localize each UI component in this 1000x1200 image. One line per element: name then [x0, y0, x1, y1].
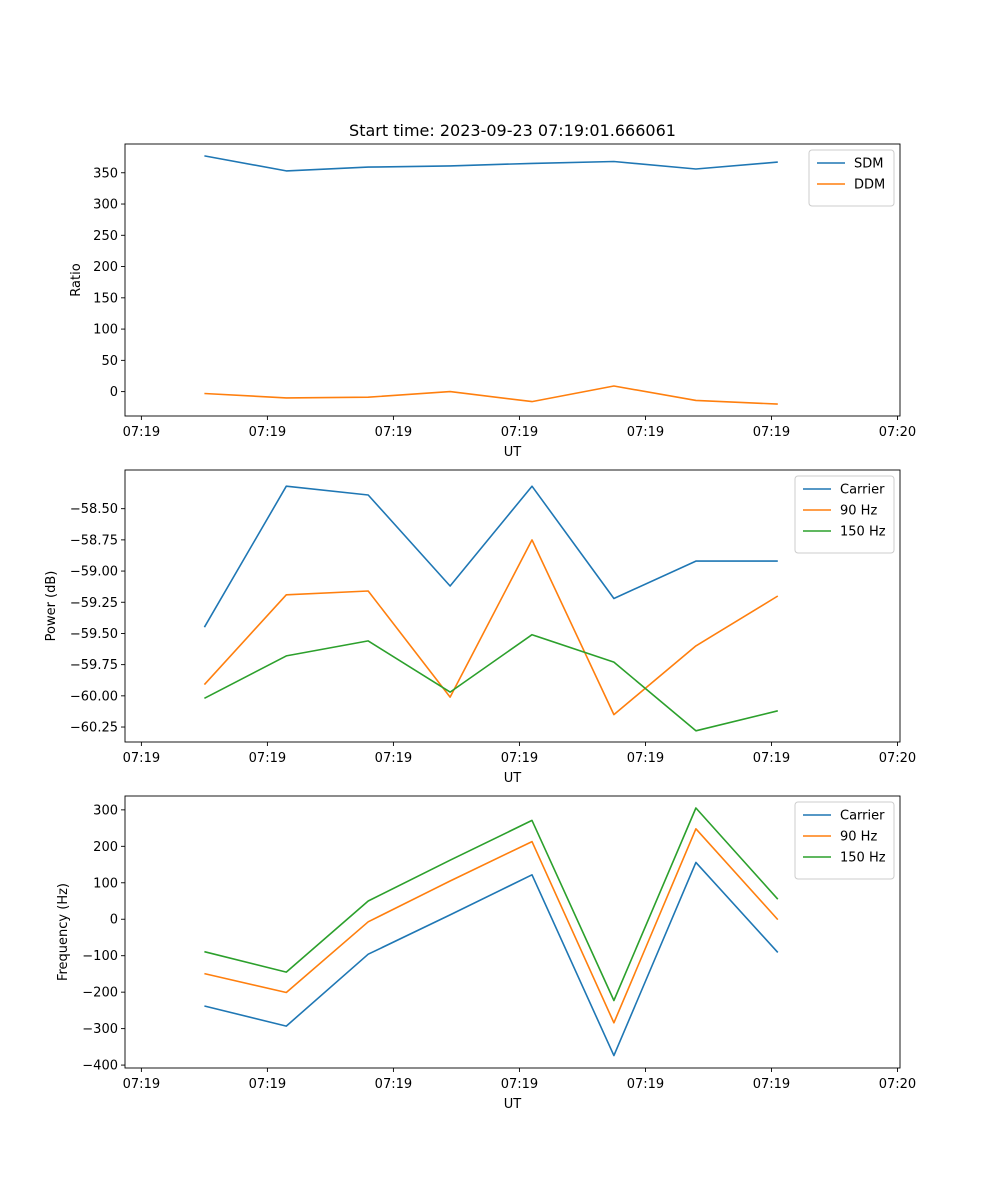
y-tick-label: −60.25 — [70, 721, 118, 736]
x-tick-label: 07:19 — [249, 425, 286, 440]
series-line-sdm — [204, 155, 778, 172]
series-line-ddm — [204, 385, 778, 405]
x-tick-label: 07:20 — [879, 425, 916, 440]
y-tick-label: 150 — [93, 291, 118, 306]
x-tick-label: 07:19 — [753, 1077, 790, 1092]
y-tick-label: 0 — [110, 385, 118, 400]
subplot-2: 07:19 07:19 07:19 07:19 07:19 07:19 07:20 −58.5… — [44, 469, 916, 786]
x-axis-label: UT — [504, 771, 522, 786]
y-tick-label: −58.75 — [70, 533, 118, 548]
legend: SDM DDM — [808, 149, 895, 207]
axes-frame — [124, 795, 901, 1069]
x-tick-label: 07:19 — [627, 1077, 664, 1092]
y-tick-label: 350 — [93, 166, 118, 181]
legend: Carrier 90 Hz 150 Hz — [794, 801, 895, 880]
legend-box — [794, 475, 895, 554]
chart-title: Start time: 2023-09-23 07:19:01.666061 — [349, 121, 676, 140]
x-tick-label: 07:19 — [753, 425, 790, 440]
legend-label: DDM — [854, 178, 885, 193]
y-tick-label: 200 — [93, 260, 118, 275]
y-tick-label: −59.75 — [70, 658, 118, 673]
y-tick-label: 0 — [110, 913, 118, 928]
series-group — [204, 807, 779, 1057]
legend-box — [808, 149, 895, 207]
legend-label: Carrier — [840, 809, 885, 824]
series-line-carrier — [204, 861, 779, 1057]
x-tick-label: 07:19 — [501, 425, 538, 440]
axes-frame — [124, 143, 901, 417]
y-tick-label: −59.25 — [70, 596, 118, 611]
legend-label: 150 Hz — [840, 851, 886, 866]
series-line-90-hz — [204, 827, 779, 1024]
x-tick-label: 07:20 — [879, 1077, 916, 1092]
legend-label: 150 Hz — [840, 525, 886, 540]
y-tick-label: −300 — [82, 1022, 118, 1037]
legend-box — [794, 801, 895, 880]
y-tick-label: 300 — [93, 198, 118, 213]
x-tick-label: 07:19 — [375, 1077, 412, 1092]
y-tick-label: 100 — [93, 876, 118, 891]
legend-label: SDM — [854, 157, 883, 172]
x-tick-label: 07:19 — [123, 751, 160, 766]
x-tick-label: 07:19 — [501, 1077, 538, 1092]
x-tick-label: 07:19 — [249, 751, 286, 766]
legend-label: Carrier — [840, 483, 885, 498]
x-tick-label: 07:19 — [375, 751, 412, 766]
y-tick-label: 100 — [93, 323, 118, 338]
x-tick-label: 07:19 — [627, 751, 664, 766]
x-tick-label: 07:19 — [123, 1077, 160, 1092]
x-tick-label: 07:19 — [501, 751, 538, 766]
legend: Carrier 90 Hz 150 Hz — [794, 475, 895, 554]
series-line-150-hz — [204, 807, 779, 1002]
series-group — [204, 155, 778, 405]
y-tick-label: −100 — [82, 949, 118, 964]
x-tick-label: 07:19 — [753, 751, 790, 766]
y-tick-label: −200 — [82, 986, 118, 1001]
x-tick-label: 07:19 — [627, 425, 664, 440]
x-axis-label: UT — [504, 1097, 522, 1112]
series-group — [203, 485, 779, 732]
subplot-1: 07:19 07:19 07:19 07:19 07:19 07:19 07:20 0 50 10… — [69, 121, 916, 460]
x-axis-label: UT — [504, 445, 522, 460]
series-line-90-hz — [203, 539, 779, 716]
legend-label: 90 Hz — [840, 504, 877, 519]
y-tick-label: −58.50 — [70, 502, 118, 517]
y-tick-label: 50 — [101, 354, 118, 369]
y-axis-label: Power (dB) — [44, 571, 59, 642]
legend-label: 90 Hz — [840, 830, 877, 845]
x-tick-label: 07:19 — [249, 1077, 286, 1092]
x-tick-label: 07:19 — [123, 425, 160, 440]
x-tick-label: 07:20 — [879, 751, 916, 766]
y-tick-label: −59.00 — [70, 565, 118, 580]
y-tick-label: 300 — [93, 803, 118, 818]
y-tick-label: −60.00 — [70, 689, 118, 704]
subplot-3: 07:19 07:19 07:19 07:19 07:19 07:19 07:20 −400 −… — [56, 795, 916, 1112]
series-line-carrier — [203, 485, 778, 628]
y-axis-label: Frequency (Hz) — [56, 883, 71, 981]
y-tick-label: 250 — [93, 229, 118, 244]
series-line-150-hz — [204, 633, 778, 732]
axes-frame — [124, 469, 901, 743]
y-tick-label: −59.50 — [70, 627, 118, 642]
y-tick-label: −400 — [82, 1059, 118, 1074]
y-tick-label: 200 — [93, 840, 118, 855]
y-axis-label: Ratio — [69, 263, 84, 296]
x-tick-label: 07:19 — [375, 425, 412, 440]
